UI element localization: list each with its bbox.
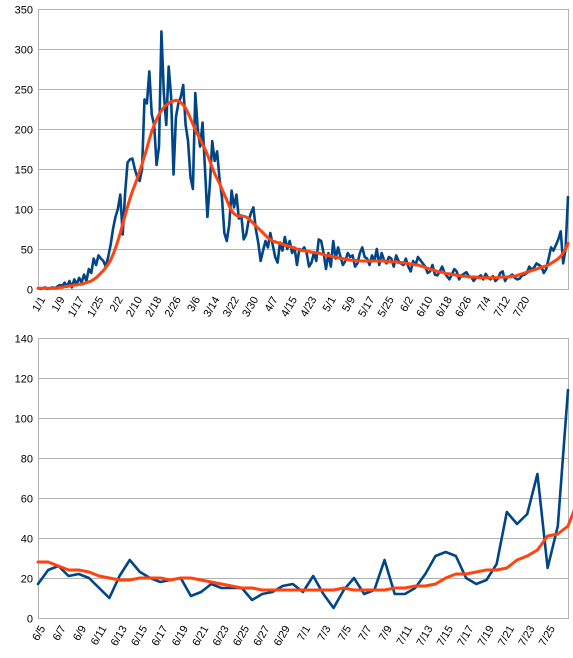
y-tick-label: 80 <box>21 454 33 466</box>
x-tick-label: 3/6 <box>185 295 203 314</box>
x-tick-label: 7/20 <box>511 295 532 320</box>
x-tick-label: 4/23 <box>298 295 319 320</box>
y-tick-label: 60 <box>21 494 33 506</box>
x-tick-label: 6/11 <box>89 624 110 648</box>
x-tick-label: 6/21 <box>190 624 211 649</box>
x-tick-label: 6/10 <box>414 295 435 320</box>
x-tick-label: 1/17 <box>66 295 87 320</box>
x-tick-label: 4/15 <box>279 295 300 320</box>
x-tick-label: 7/4 <box>476 295 494 314</box>
y-tick-label: 50 <box>21 245 33 257</box>
x-tick-label: 6/23 <box>211 624 232 649</box>
x-tick-label: 1/9 <box>50 295 68 314</box>
y-tick-label: 100 <box>15 414 33 426</box>
y-tick-label: 300 <box>15 45 33 57</box>
x-tick-label: 6/25 <box>231 624 252 649</box>
y-tick-label: 200 <box>15 125 33 137</box>
y-tick-label: 40 <box>21 534 33 546</box>
x-tick-label: 6/7 <box>51 624 69 643</box>
y-tick-label: 100 <box>15 205 33 217</box>
y-tick-label: 250 <box>15 85 33 97</box>
x-tick-label: 7/25 <box>537 624 558 649</box>
x-tick-label: 5/1 <box>321 295 339 314</box>
x-tick-label: 5/9 <box>340 295 358 314</box>
x-tick-label: 2/10 <box>124 295 145 320</box>
x-tick-label: 7/15 <box>435 624 456 649</box>
x-tick-label: 6/27 <box>251 624 272 649</box>
x-tick-label: 3/14 <box>201 295 222 320</box>
x-tick-label: 6/9 <box>71 624 89 643</box>
x-tick-label: 7/17 <box>455 624 476 649</box>
x-tick-label: 5/25 <box>376 295 397 320</box>
x-tick-label: 6/2 <box>398 295 416 314</box>
y-tick-label: 0 <box>27 614 33 626</box>
x-tick-label: 7/12 <box>492 295 513 320</box>
x-tick-label: 7/7 <box>356 624 374 643</box>
x-tick-label: 3/30 <box>240 295 261 320</box>
daily-series-line <box>36 388 570 610</box>
plot-area-frame <box>38 9 569 290</box>
x-tick-label: 6/26 <box>453 295 474 320</box>
x-tick-label: 7/23 <box>516 624 537 649</box>
x-tick-label: 2/26 <box>163 295 184 320</box>
x-tick-label: 6/29 <box>272 624 293 649</box>
x-tick-label: 1/25 <box>85 295 106 320</box>
daily-series-line <box>36 30 570 291</box>
x-tick-label: 4/7 <box>263 295 281 314</box>
x-tick-label: 1/1 <box>30 295 48 314</box>
x-tick-label: 6/13 <box>109 624 130 649</box>
x-tick-label: 7/5 <box>336 624 354 643</box>
x-tick-label: 7/21 <box>496 624 517 649</box>
average-series-line <box>36 98 570 290</box>
x-tick-label: 3/22 <box>221 295 242 320</box>
average-series-line <box>36 509 573 592</box>
x-tick-label: 2/2 <box>108 295 126 314</box>
x-tick-label: 6/15 <box>129 624 150 649</box>
plot-area-frame <box>38 338 569 619</box>
x-tick-label: 7/3 <box>316 624 334 643</box>
y-tick-label: 0 <box>27 285 33 297</box>
x-tick-label: 7/9 <box>377 624 395 643</box>
x-tick-label: 6/19 <box>170 624 191 649</box>
x-tick-label: 6/5 <box>30 624 48 643</box>
y-tick-label: 350 <box>15 5 33 17</box>
x-tick-label: 7/19 <box>476 624 497 649</box>
y-tick-label: 150 <box>15 165 33 177</box>
x-tick-label: 7/1 <box>295 624 313 643</box>
x-tick-label: 6/17 <box>150 624 171 649</box>
y-tick-label: 120 <box>15 374 33 386</box>
x-tick-label: 5/17 <box>356 295 377 320</box>
x-tick-label: 7/13 <box>415 624 436 649</box>
y-tick-label: 140 <box>15 334 33 346</box>
x-tick-label: 6/18 <box>434 295 455 320</box>
x-tick-label: 7/11 <box>395 624 416 648</box>
x-tick-label: 2/18 <box>143 295 164 320</box>
y-tick-label: 20 <box>21 574 33 586</box>
